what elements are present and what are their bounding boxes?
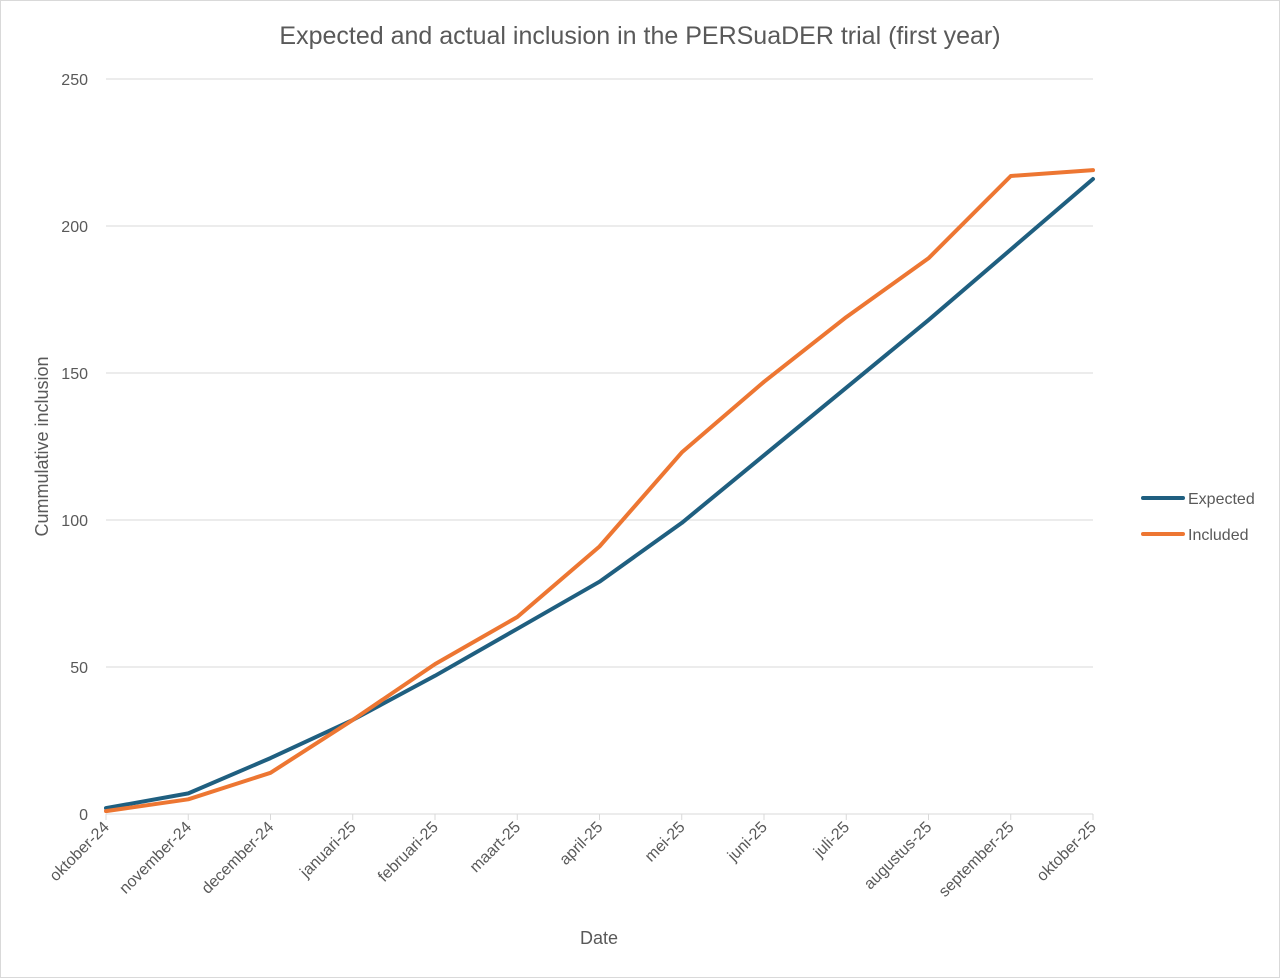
- legend-item-included: Included: [1141, 527, 1249, 544]
- series-line-expected: [104, 177, 1095, 811]
- y-tick-label: 200: [61, 219, 88, 236]
- y-axis-title: Cummulative inclusion: [32, 356, 52, 536]
- y-tick-label: 50: [70, 660, 88, 677]
- x-axis-title: Date: [580, 928, 618, 948]
- y-axis-ticks: 0 50 100 150 200 250: [61, 72, 88, 824]
- legend-item-expected: Expected: [1141, 491, 1255, 508]
- x-tick-label: oktober-24: [47, 819, 113, 885]
- x-tick-label: november-24: [116, 819, 195, 898]
- x-tick-label: oktober-25: [1034, 819, 1100, 885]
- y-tick-label: 150: [61, 366, 88, 383]
- x-tick-label: augustus-25: [861, 819, 935, 893]
- chart-title: Expected and actual inclusion in the PER…: [279, 22, 1000, 50]
- legend-label: Included: [1188, 527, 1249, 544]
- x-tick-label: mei-25: [642, 819, 689, 866]
- y-tick-label: 100: [61, 513, 88, 530]
- x-tick-label: maart-25: [467, 819, 524, 876]
- gridlines: [106, 78, 1093, 815]
- series-lines: [104, 168, 1095, 814]
- y-tick-label: 250: [61, 72, 88, 89]
- x-tick-label: april-25: [557, 819, 607, 869]
- x-axis-ticks: oktober-24 november-24 december-24 januari-…: [47, 814, 1100, 901]
- x-tick-label: juli-25: [810, 819, 853, 862]
- x-tick-label: februari-25: [375, 819, 442, 886]
- legend-label: Expected: [1188, 491, 1255, 508]
- y-tick-label: 0: [79, 807, 88, 824]
- x-tick-label: september-25: [936, 819, 1018, 901]
- series-line-included: [104, 168, 1095, 814]
- x-tick-label: december-24: [199, 819, 278, 898]
- x-tick-label: januari-25: [297, 819, 360, 882]
- x-tick-label: juni-25: [724, 819, 771, 866]
- legend: Expected Included: [1141, 491, 1255, 544]
